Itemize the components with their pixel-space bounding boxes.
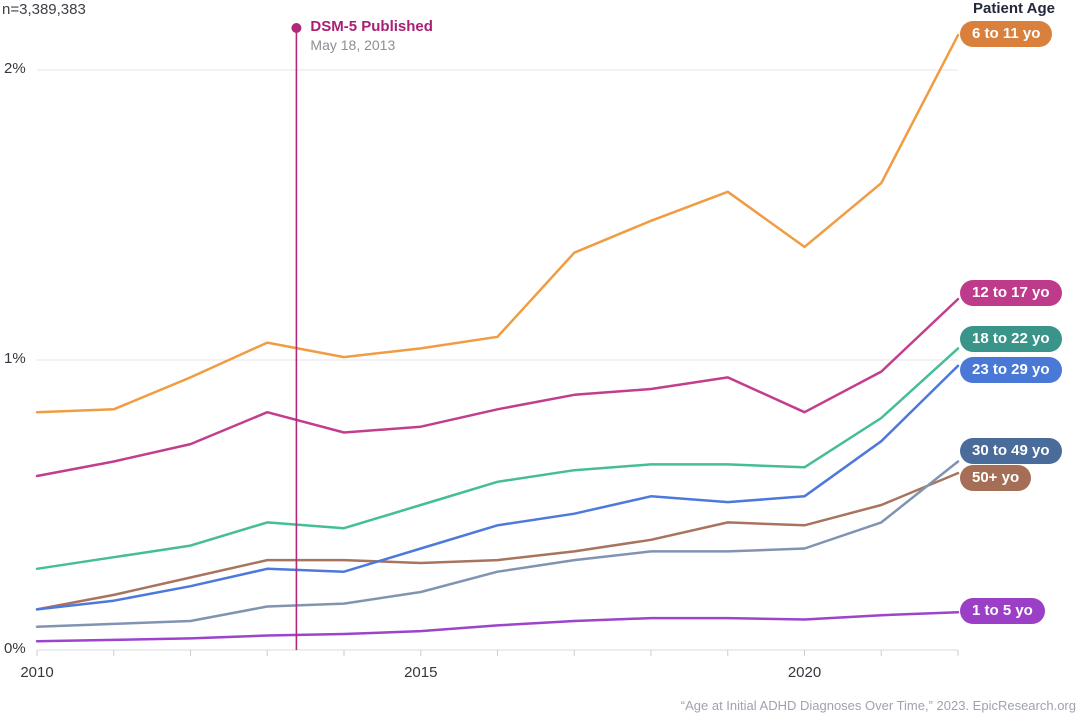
series-pill-50-yo: 50+ yo: [960, 465, 1032, 492]
annotation-dot: [291, 23, 302, 33]
series-pill-1-to-5-yo: 1 to 5 yo: [960, 598, 1045, 625]
series-pill-30-to-49-yo: 30 to 49 yo: [960, 437, 1062, 464]
y-tick-label: 2%: [4, 60, 26, 77]
series-pill-23-to-29-yo: 23 to 29 yo: [960, 356, 1062, 383]
attribution: “Age at Initial ADHD Diagnoses Over Time…: [680, 698, 1076, 713]
series-line-1-to-5-yo: [35, 611, 960, 643]
series-line-23-to-29-yo: [35, 364, 960, 611]
y-tick-label: 1%: [4, 350, 26, 367]
y-tick-label: 0%: [4, 640, 26, 657]
annotation-title: DSM-5 Published: [310, 18, 433, 35]
series-line-50-yo: [35, 471, 960, 611]
series-line-30-to-49-yo: [35, 460, 960, 629]
series-pill-18-to-22-yo: 18 to 22 yo: [960, 326, 1062, 353]
series-pill-12-to-17-yo: 12 to 17 yo: [960, 280, 1062, 307]
series-line-18-to-22-yo: [35, 347, 960, 571]
series-line-12-to-17-yo: [35, 297, 960, 478]
legend-title: Patient Age: [973, 0, 1055, 17]
x-tick-label: 2010: [20, 664, 54, 681]
series-pill-6-to-11-yo: 6 to 11 yo: [960, 21, 1053, 48]
series-line-6-to-11-yo: [35, 33, 960, 414]
x-tick-label: 2015: [404, 664, 438, 681]
x-tick-label: 2020: [787, 664, 822, 681]
annotation-subtitle: May 18, 2013: [310, 37, 396, 53]
sample-size-label: n=3,389,383: [2, 1, 86, 18]
